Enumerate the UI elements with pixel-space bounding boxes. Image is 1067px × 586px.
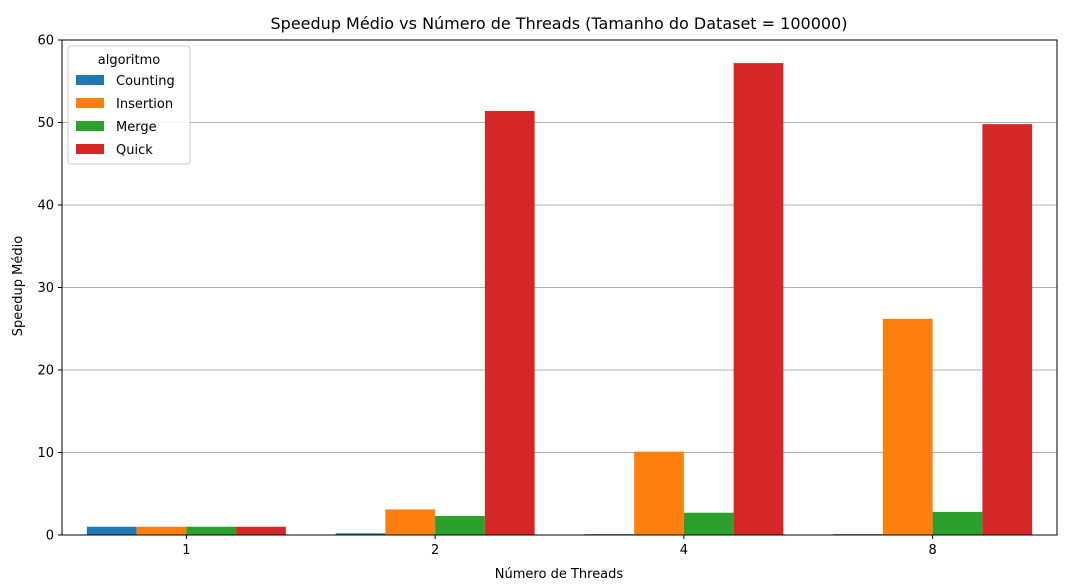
bar-insertion-1 xyxy=(136,526,187,535)
legend-swatch-merge xyxy=(76,121,104,131)
x-tick-label: 4 xyxy=(680,543,688,558)
legend-label-insertion: Insertion xyxy=(116,97,173,112)
bar-insertion-2 xyxy=(385,509,436,535)
legend-label-quick: Quick xyxy=(116,143,153,158)
legend-swatch-counting xyxy=(76,75,104,85)
x-tick-label: 1 xyxy=(182,543,190,558)
y-axis-label: Speedup Médio xyxy=(11,236,26,336)
bar-quick-8 xyxy=(982,124,1033,536)
x-tick-label: 2 xyxy=(431,543,439,558)
bar-quick-2 xyxy=(484,110,535,535)
legend-title: algoritmo xyxy=(98,53,161,68)
legend-label-counting: Counting xyxy=(116,74,175,89)
bar-merge-4 xyxy=(683,512,734,535)
x-axis: 1 2 4 8 xyxy=(182,535,937,558)
bar-insertion-8 xyxy=(882,318,933,535)
y-tick-label: 30 xyxy=(37,281,54,296)
legend: algoritmo Counting Insertion Merge Quick xyxy=(67,45,191,165)
bar-quick-1 xyxy=(236,526,286,535)
y-axis: 0 10 20 30 40 50 60 xyxy=(37,34,62,544)
bar-merge-2 xyxy=(435,516,485,535)
bar-merge-8 xyxy=(932,511,983,535)
bar-counting-2 xyxy=(335,533,386,535)
y-tick-label: 60 xyxy=(37,34,54,49)
x-tick-label: 8 xyxy=(928,543,936,558)
y-tick-label: 20 xyxy=(37,364,54,379)
bar-insertion-4 xyxy=(634,451,684,535)
bar-merge-1 xyxy=(186,526,237,535)
bar-counting-1 xyxy=(86,526,137,535)
legend-label-merge: Merge xyxy=(116,120,157,135)
bar-quick-4 xyxy=(733,63,784,535)
bars xyxy=(86,63,1033,536)
y-tick-label: 0 xyxy=(46,529,54,544)
chart-title: Speedup Médio vs Número de Threads (Tama… xyxy=(271,14,848,33)
y-tick-label: 50 xyxy=(37,116,54,131)
legend-swatch-quick xyxy=(76,144,104,154)
x-axis-label: Número de Threads xyxy=(495,567,624,582)
y-tick-label: 10 xyxy=(37,446,54,461)
y-tick-label: 40 xyxy=(37,199,54,214)
legend-swatch-insertion xyxy=(76,98,104,108)
